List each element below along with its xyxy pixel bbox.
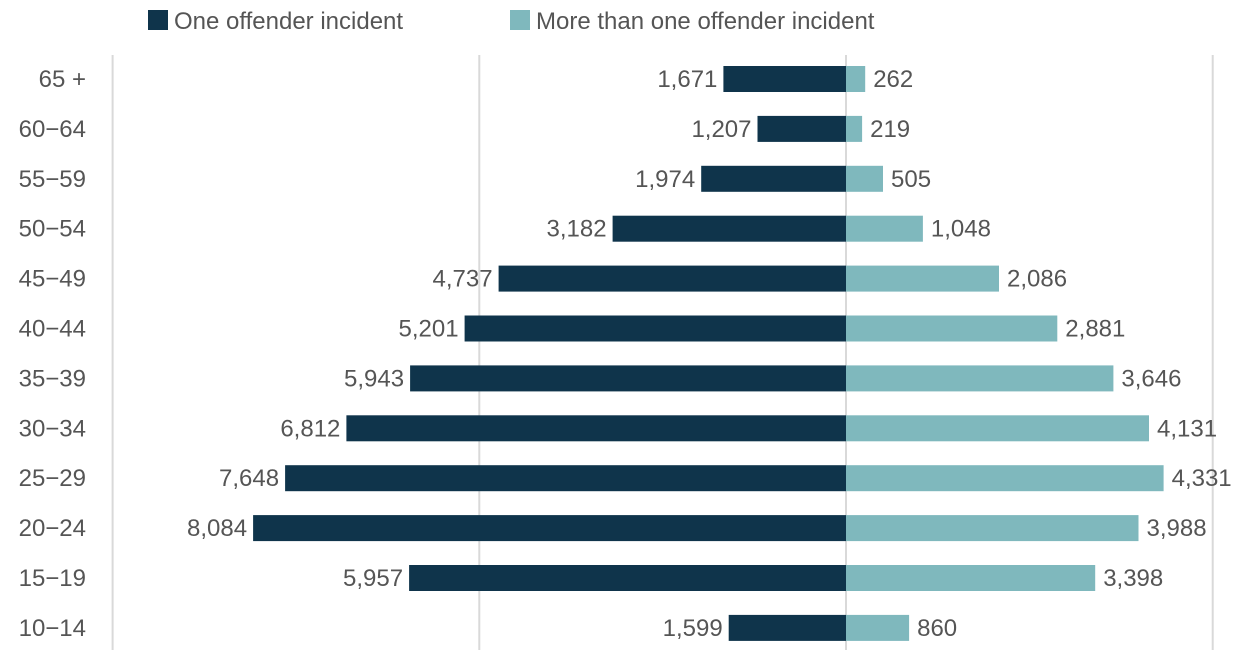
bars bbox=[253, 66, 1164, 641]
legend-swatch-one-offender bbox=[148, 10, 168, 30]
value-label-one-offender: 7,648 bbox=[219, 465, 279, 492]
category-label: 15−19 bbox=[19, 565, 86, 592]
bar-one-offender bbox=[701, 166, 846, 192]
value-label-multi-offender: 505 bbox=[891, 166, 931, 193]
bar-multi-offender bbox=[846, 66, 865, 92]
bar-one-offender bbox=[410, 365, 846, 391]
value-label-multi-offender: 219 bbox=[870, 116, 910, 143]
bar-one-offender bbox=[729, 615, 846, 641]
bar-multi-offender bbox=[846, 415, 1149, 441]
bar-multi-offender bbox=[846, 515, 1139, 541]
value-label-one-offender: 5,957 bbox=[343, 565, 403, 592]
bar-one-offender bbox=[499, 266, 846, 292]
value-label-one-offender: 6,812 bbox=[280, 415, 340, 442]
bar-multi-offender bbox=[846, 465, 1164, 491]
value-label-one-offender: 1,671 bbox=[657, 66, 717, 93]
bar-multi-offender bbox=[846, 365, 1113, 391]
value-label-multi-offender: 1,048 bbox=[931, 216, 991, 243]
bar-one-offender bbox=[758, 116, 847, 142]
bar-one-offender bbox=[409, 565, 846, 591]
value-label-multi-offender: 3,988 bbox=[1147, 515, 1207, 542]
bar-one-offender bbox=[285, 465, 846, 491]
category-label: 55−59 bbox=[19, 166, 86, 193]
category-label: 50−54 bbox=[19, 216, 86, 243]
bar-multi-offender bbox=[846, 266, 999, 292]
category-label: 10−14 bbox=[19, 615, 86, 642]
bar-multi-offender bbox=[846, 565, 1095, 591]
bar-one-offender bbox=[253, 515, 846, 541]
category-label: 25−29 bbox=[19, 465, 86, 492]
value-label-one-offender: 1,599 bbox=[663, 615, 723, 642]
bar-multi-offender bbox=[846, 166, 883, 192]
value-label-one-offender: 4,737 bbox=[433, 266, 493, 293]
bar-one-offender bbox=[723, 66, 846, 92]
bar-one-offender bbox=[346, 415, 846, 441]
category-label: 60−64 bbox=[19, 116, 86, 143]
value-label-multi-offender: 3,398 bbox=[1103, 565, 1163, 592]
bar-multi-offender bbox=[846, 116, 862, 142]
labels: 65 + 1,671 262 60−64 1,207 219 55−59 1,974 505 50… bbox=[19, 66, 1232, 642]
category-label: 30−34 bbox=[19, 415, 86, 442]
value-label-one-offender: 1,207 bbox=[691, 116, 751, 143]
value-label-one-offender: 5,201 bbox=[399, 316, 459, 343]
value-label-multi-offender: 2,086 bbox=[1007, 266, 1067, 293]
bar-multi-offender bbox=[846, 216, 923, 242]
legend: One offender incident More than one offe… bbox=[148, 8, 875, 35]
category-label: 35−39 bbox=[19, 365, 86, 392]
bar-one-offender bbox=[465, 316, 846, 342]
category-label: 65 + bbox=[39, 66, 86, 93]
legend-label-one-offender: One offender incident bbox=[174, 8, 403, 35]
legend-label-multi-offender: More than one offender incident bbox=[536, 8, 875, 35]
value-label-multi-offender: 2,881 bbox=[1065, 316, 1125, 343]
value-label-one-offender: 8,084 bbox=[187, 515, 247, 542]
gridlines bbox=[113, 55, 1213, 650]
bar-multi-offender bbox=[846, 615, 909, 641]
category-label: 20−24 bbox=[19, 515, 86, 542]
value-label-multi-offender: 4,131 bbox=[1157, 415, 1217, 442]
value-label-multi-offender: 4,331 bbox=[1172, 465, 1232, 492]
category-label: 45−49 bbox=[19, 266, 86, 293]
legend-swatch-multi-offender bbox=[510, 10, 530, 30]
value-label-multi-offender: 860 bbox=[917, 615, 957, 642]
value-label-multi-offender: 3,646 bbox=[1121, 365, 1181, 392]
value-label-multi-offender: 262 bbox=[873, 66, 913, 93]
value-label-one-offender: 5,943 bbox=[344, 365, 404, 392]
value-label-one-offender: 1,974 bbox=[635, 166, 695, 193]
value-label-one-offender: 3,182 bbox=[547, 216, 607, 243]
bar-multi-offender bbox=[846, 316, 1057, 342]
bar-one-offender bbox=[613, 216, 846, 242]
category-label: 40−44 bbox=[19, 316, 86, 343]
